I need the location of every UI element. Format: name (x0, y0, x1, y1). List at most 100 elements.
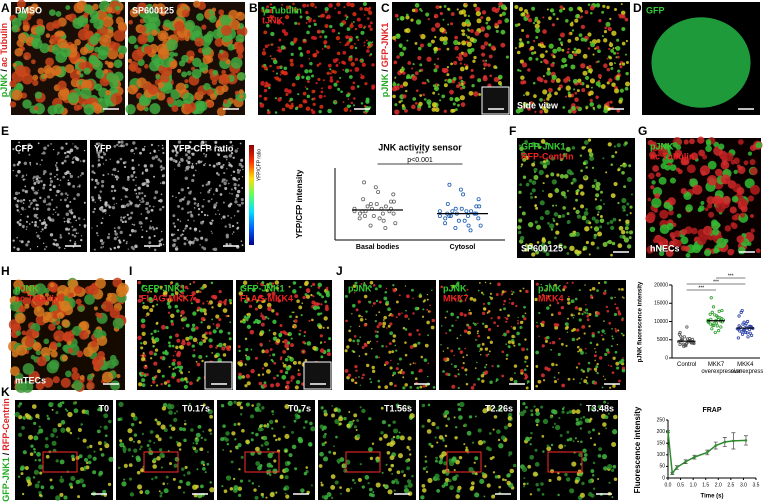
texture-dot (668, 209, 674, 216)
texture-dot (177, 228, 180, 232)
texture-dot (585, 84, 590, 89)
texture-dot (45, 437, 49, 441)
texture-dot (551, 340, 556, 345)
texture-dot (523, 317, 527, 321)
image-label: γ-Tubulin (262, 5, 302, 15)
texture-dot (590, 241, 595, 246)
texture-dot (134, 146, 138, 150)
texture-dot (438, 435, 444, 440)
texture-dot (457, 103, 460, 107)
image-label: MKK4 (538, 293, 564, 303)
texture-dot (67, 150, 71, 154)
texture-dot (342, 50, 347, 55)
texture-dot (552, 48, 558, 54)
texture-dot (422, 300, 425, 303)
texture-dot (269, 348, 273, 351)
texture-dot (585, 352, 587, 354)
texture-dot (117, 466, 121, 470)
texture-dot (394, 85, 400, 91)
image-label: pJNK (650, 141, 674, 151)
texture-dot (556, 476, 562, 481)
texture-dot (32, 189, 35, 192)
texture-dot (153, 441, 156, 444)
texture-dot (540, 373, 545, 378)
texture-dot (172, 214, 176, 218)
texture-dot (431, 289, 433, 291)
texture-dot (697, 136, 705, 144)
texture-dot (69, 431, 73, 435)
texture-dot (607, 402, 609, 405)
texture-dot (419, 63, 423, 67)
texture-dot (168, 335, 173, 339)
texture-dot (545, 159, 549, 162)
texture-dot (516, 331, 520, 336)
texture-dot (144, 168, 149, 172)
texture-dot (188, 335, 193, 340)
texture-dot (600, 190, 604, 194)
texture-dot (152, 464, 157, 469)
texture-dot (20, 284, 29, 294)
texture-dot (329, 76, 333, 80)
texture-dot (162, 482, 166, 486)
texture-dot (539, 160, 544, 165)
texture-dot (505, 357, 508, 360)
texture-dot (151, 304, 155, 308)
texture-dot (276, 20, 281, 25)
texture-dot (399, 15, 405, 21)
texture-dot (336, 2, 341, 7)
texture-dot (146, 312, 150, 316)
texture-dot (492, 428, 495, 431)
texture-dot (518, 190, 522, 194)
texture-dot (625, 39, 629, 43)
texture-dot (265, 496, 268, 499)
texture-dot (238, 291, 244, 296)
texture-dot (108, 456, 114, 462)
texture-dot (546, 306, 550, 310)
texture-dot (185, 323, 190, 328)
texture-dot (509, 468, 515, 474)
texture-dot (554, 325, 559, 330)
texture-dot (154, 337, 160, 343)
texture-dot (621, 296, 624, 299)
texture-dot (347, 98, 350, 101)
texture-dot (250, 414, 255, 419)
texture-dot (238, 89, 244, 95)
texture-dot (453, 416, 456, 419)
texture-dot (555, 222, 559, 226)
texture-dot (9, 301, 20, 312)
texture-dot (264, 349, 270, 354)
texture-dot (528, 245, 531, 248)
texture-dot (507, 314, 510, 317)
texture-dot (300, 314, 303, 317)
texture-dot (192, 484, 198, 490)
texture-dot (60, 47, 71, 58)
texture-dot (557, 352, 561, 356)
texture-dot (409, 345, 414, 349)
texture-dot (407, 61, 412, 65)
texture-dot (161, 144, 164, 147)
texture-dot (599, 225, 603, 229)
texture-dot (321, 428, 325, 431)
texture-dot (473, 383, 476, 387)
texture-dot (167, 305, 172, 309)
texture-dot (284, 433, 290, 439)
texture-dot (186, 211, 190, 214)
texture-dot (118, 401, 124, 407)
texture-dot (142, 354, 145, 357)
texture-dot (107, 173, 109, 175)
texture-dot (215, 323, 221, 328)
texture-dot (292, 325, 295, 329)
texture-dot (405, 89, 408, 93)
texture-dot (566, 411, 570, 415)
texture-dot (17, 160, 21, 164)
texture-dot (621, 41, 626, 46)
texture-dot (54, 211, 57, 214)
texture-dot (542, 164, 548, 169)
texture-dot (339, 41, 342, 44)
texture-dot (312, 295, 315, 298)
texture-dot (148, 449, 154, 456)
texture-dot (360, 30, 365, 35)
texture-dot (583, 146, 587, 149)
texture-dot (360, 73, 362, 76)
texture-dot (240, 197, 244, 202)
